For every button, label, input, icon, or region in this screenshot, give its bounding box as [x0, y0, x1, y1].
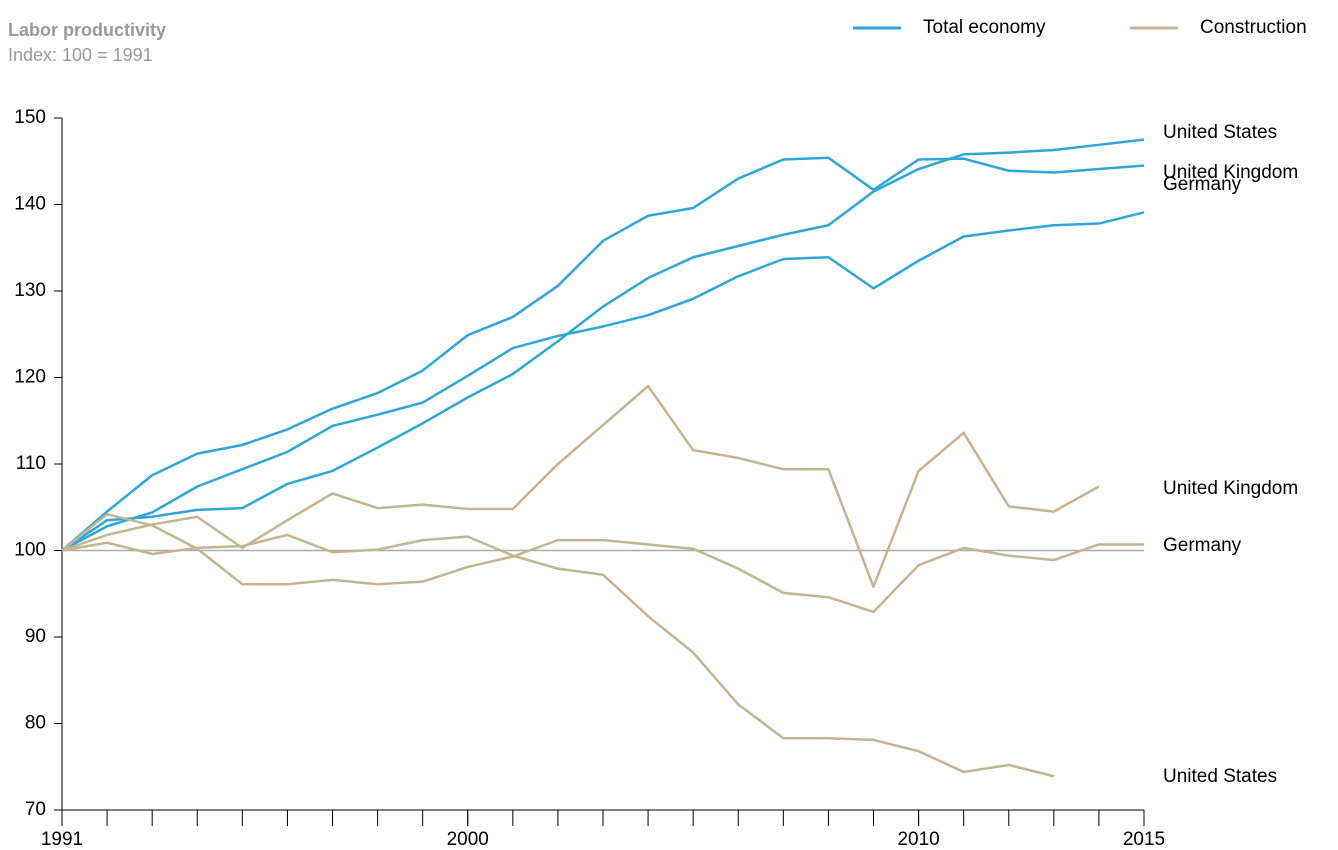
y-tick-label: 80	[25, 713, 46, 734]
series-line	[61, 512, 1144, 614]
series-line	[61, 384, 1100, 589]
series-end-label: United States	[1163, 766, 1277, 787]
y-tick-label: 70	[25, 799, 46, 820]
x-tick-label: 1991	[41, 829, 83, 850]
series-end-label: Germany	[1163, 174, 1242, 195]
x-tick-label: 2000	[447, 829, 489, 850]
series-line	[61, 533, 1055, 778]
y-tick-label: 130	[14, 280, 46, 301]
legend-label: Construction	[1200, 17, 1307, 38]
series-end-label: United Kingdom	[1163, 478, 1298, 499]
chart-title: Labor productivity	[8, 20, 166, 40]
y-tick-label: 140	[14, 194, 46, 215]
y-tick-label: 110	[16, 453, 46, 474]
series-end-label: United States	[1163, 122, 1277, 143]
x-tick-label: 2015	[1123, 829, 1165, 850]
x-tick-label: 2010	[897, 829, 939, 850]
y-tick-label: 120	[14, 367, 46, 388]
series-end-label: United Kingdom	[1163, 162, 1298, 183]
y-tick-label: 90	[25, 626, 46, 647]
chart-subtitle: Index: 100 = 1991	[8, 45, 153, 65]
y-tick-label: 150	[14, 107, 46, 128]
series-line	[61, 211, 1145, 552]
series-end-label: Germany	[1163, 535, 1242, 556]
series-line	[61, 138, 1145, 552]
y-tick-label: 100	[14, 540, 46, 561]
legend-label: Total economy	[923, 17, 1046, 38]
series-line	[61, 156, 1145, 552]
